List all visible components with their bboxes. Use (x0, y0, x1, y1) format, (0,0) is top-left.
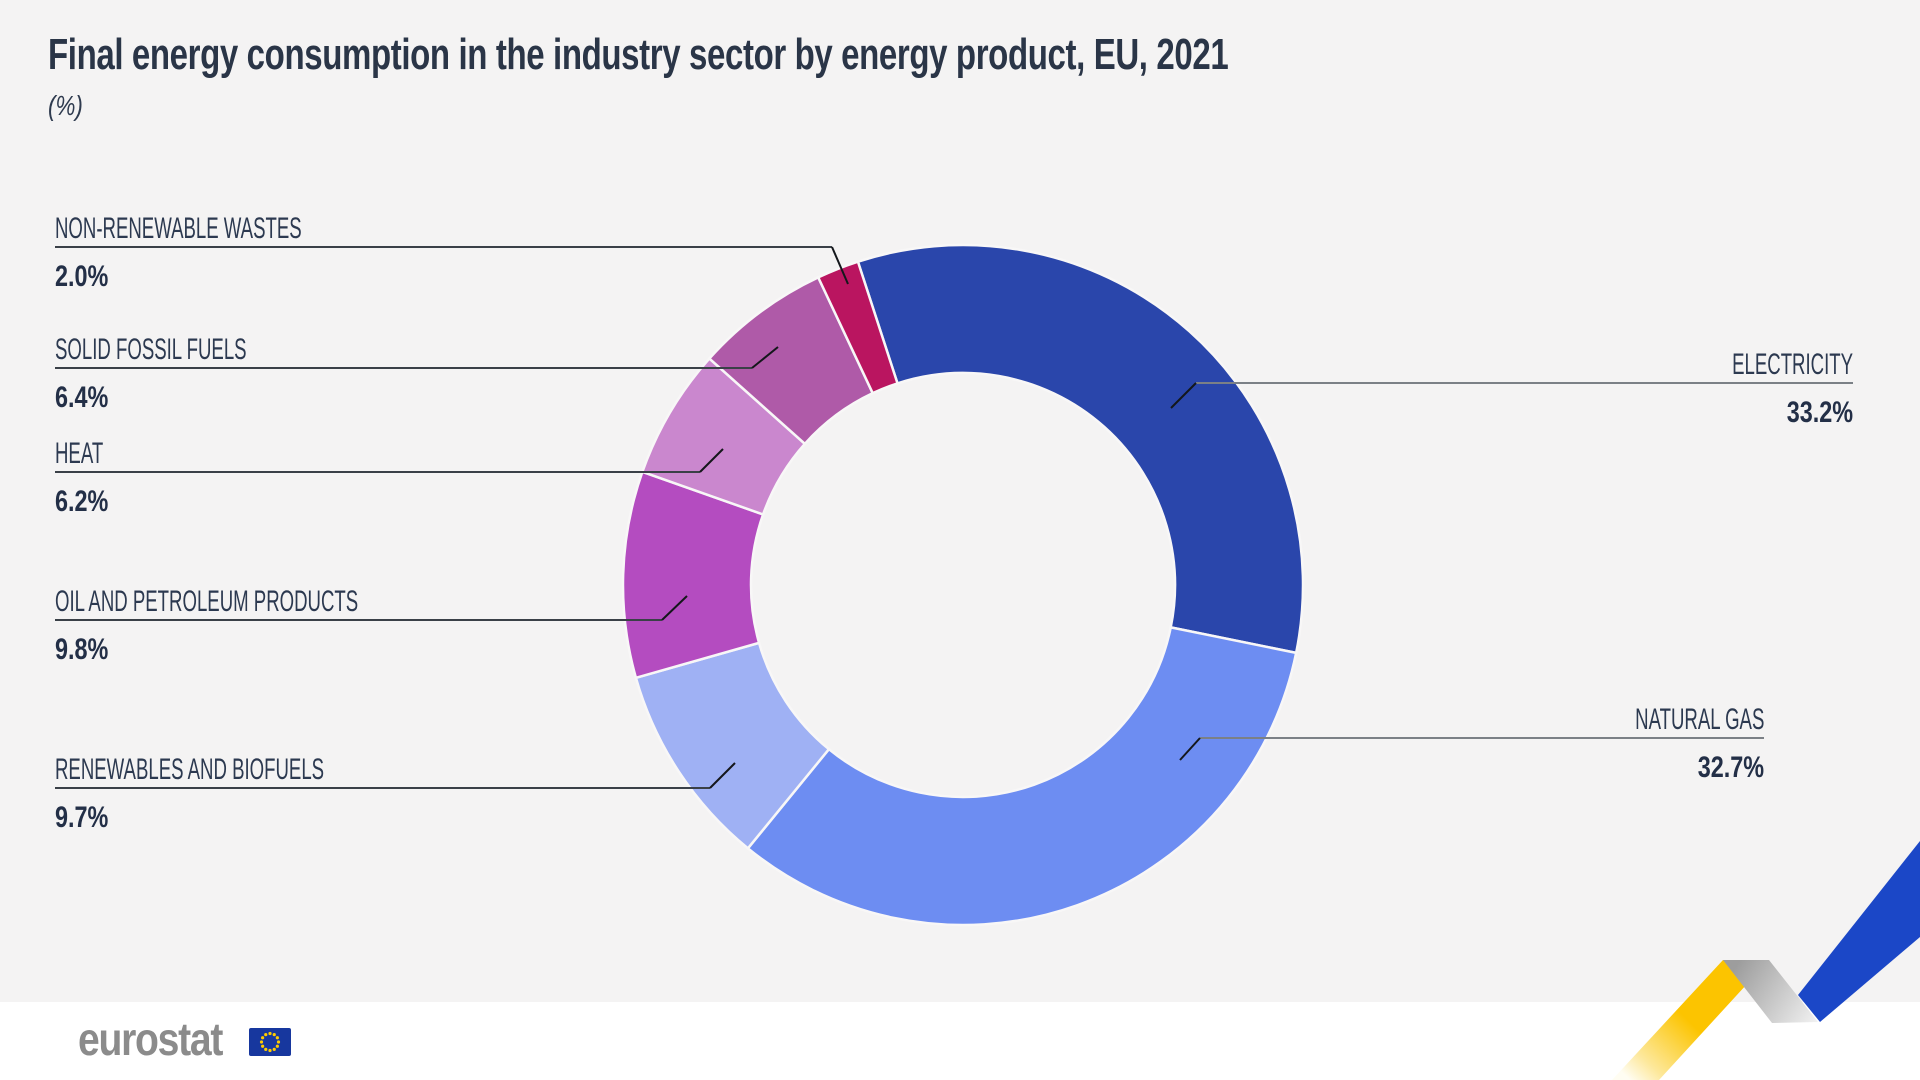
eu-flag-star (261, 1044, 265, 1048)
eu-flag-star (260, 1040, 264, 1044)
eu-flag-icon (249, 1028, 292, 1056)
slice-label-natural-gas: NATURAL GAS (1634, 703, 1764, 736)
eu-flag-star (276, 1044, 280, 1048)
eurostat-logo-text: eurostat (78, 1013, 223, 1065)
slice-value-heat: 6.2% (55, 485, 109, 518)
slice-value-solid-fossil-fuels: 6.4% (55, 381, 109, 414)
slice-label-non-renewable-wastes: NON-RENEWABLE WASTES (55, 212, 302, 245)
slice-label-solid-fossil-fuels: SOLID FOSSIL FUELS (55, 333, 247, 366)
donut-slice-natural-gas[interactable] (746, 625, 1298, 927)
eu-flag-star (264, 1047, 268, 1051)
donut-slice-electricity[interactable] (856, 243, 1305, 655)
donut-chart (621, 243, 1305, 927)
slice-value-electricity: 33.2% (1786, 396, 1853, 429)
slice-label-electricity: ELECTRICITY (1732, 348, 1853, 381)
chart-canvas: Final energy consumption in the industry… (0, 0, 1920, 1002)
eu-flag-star (277, 1040, 281, 1044)
eu-flag-star (268, 1048, 273, 1053)
eurostat-logo: eurostat (78, 1013, 292, 1065)
slice-value-natural-gas: 32.7% (1697, 751, 1764, 784)
title-block: Final energy consumption in the industry… (48, 30, 1622, 122)
eu-flag-star (276, 1036, 280, 1040)
eu-flag-star (264, 1033, 268, 1037)
page-subtitle: (%) (48, 90, 83, 121)
slice-value-non-renewable-wastes: 2.0% (55, 260, 109, 293)
slice-label-heat: HEAT (55, 437, 104, 470)
slice-label-renewables-and-biofuels: RENEWABLES AND BIOFUELS (55, 753, 325, 786)
page-title: Final energy consumption in the industry… (48, 30, 1229, 79)
footer-bar (0, 1002, 1920, 1080)
eu-flag-star (273, 1033, 277, 1037)
eu-flag-field (249, 1028, 292, 1056)
eu-flag-star (261, 1036, 265, 1040)
eu-flag-star (268, 1031, 273, 1036)
slice-value-oil-and-petroleum-products: 9.8% (55, 633, 109, 666)
slice-label-oil-and-petroleum-products: OIL AND PETROLEUM PRODUCTS (55, 585, 359, 618)
slice-value-renewables-and-biofuels: 9.7% (55, 801, 109, 834)
eu-flag-star (273, 1047, 277, 1051)
